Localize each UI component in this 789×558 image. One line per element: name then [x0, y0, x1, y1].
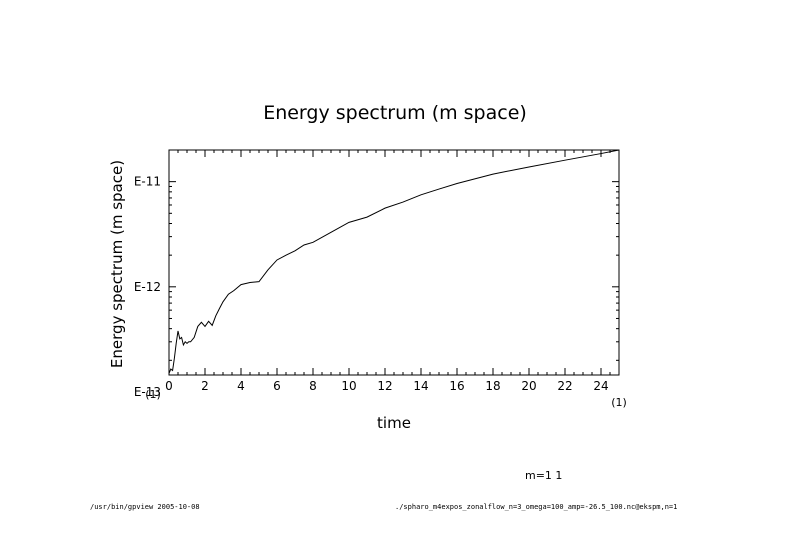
x-tick-label: 24 — [593, 379, 608, 393]
x-tick-label: 12 — [377, 379, 392, 393]
x-tick-label: 0 — [165, 379, 173, 393]
x-scale-note-right: (1) — [611, 396, 627, 409]
x-tick-labels: 0 2 4 6 8 10 12 14 16 18 20 22 24 — [165, 379, 608, 393]
y-tick-labels: E-13 E-12 E-11 — [134, 175, 161, 399]
x-tick-label: 8 — [309, 379, 317, 393]
m-annotation: m=1 1 — [525, 469, 562, 482]
x-scale-note-left: (1) — [145, 388, 161, 401]
footer-right: ./spharo_m4expos_zonalflow_n=3_omega=100… — [395, 503, 677, 511]
y-axis-label: Energy spectrum (m space) — [108, 160, 126, 368]
x-tick-label: 6 — [273, 379, 281, 393]
y-tick-label: E-12 — [134, 280, 161, 294]
plot-frame — [168, 149, 620, 376]
x-tick-label: 2 — [201, 379, 209, 393]
x-tick-label: 22 — [557, 379, 572, 393]
x-tick-label: 16 — [449, 379, 464, 393]
series-line — [168, 149, 620, 374]
y-tick-label: E-11 — [134, 175, 161, 189]
axis-ticks — [168, 149, 620, 375]
x-tick-label: 18 — [485, 379, 500, 393]
chart-title: Energy spectrum (m space) — [263, 102, 527, 124]
x-tick-label: 20 — [521, 379, 536, 393]
x-tick-label: 10 — [341, 379, 356, 393]
x-axis-label: time — [377, 414, 411, 432]
x-tick-label: 14 — [413, 379, 428, 393]
footer-left: /usr/bin/gpview 2005-10-08 — [90, 503, 200, 511]
y-tick-label: E-13 — [134, 385, 161, 399]
x-tick-label: 4 — [237, 379, 245, 393]
